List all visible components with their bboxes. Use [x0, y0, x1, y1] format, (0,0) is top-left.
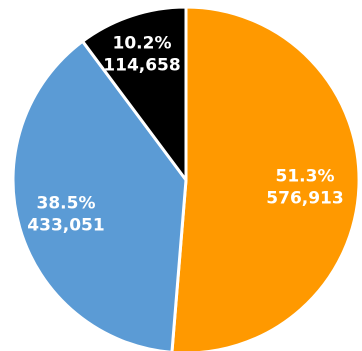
pie-slice-2 [81, 5, 188, 182]
slice-value-label-1: 433,051 [27, 216, 104, 236]
slice-percent-label-2: 10.2% [113, 34, 172, 54]
labels-layer: 51.3%576,913 38.5%433,051 10.2%114,658 [27, 34, 343, 236]
slice-value-label-2: 114,658 [103, 56, 180, 76]
pie-slice-0 [170, 5, 361, 351]
slice-percent-label-0: 51.3% [276, 167, 335, 187]
slice-value-label-0: 576,913 [266, 189, 343, 209]
slice-percent-label-1: 38.5% [37, 194, 96, 214]
slices-layer [11, 5, 361, 351]
pie-slice-1 [11, 39, 188, 351]
